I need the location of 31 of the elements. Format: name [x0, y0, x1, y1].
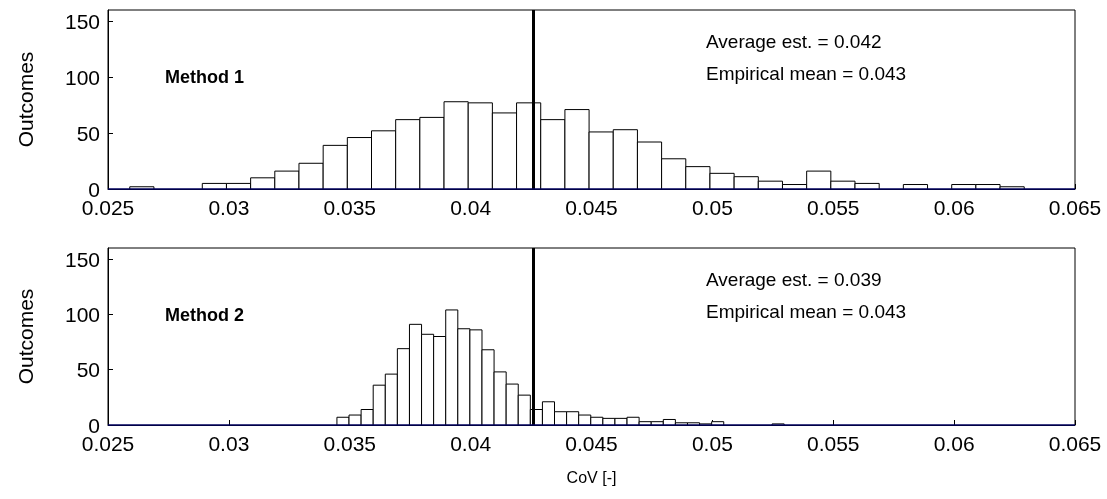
- y-tick-label: 100: [64, 65, 100, 89]
- x-tick-label: 0.05: [691, 432, 733, 455]
- x-tick-label: 0.04: [450, 432, 492, 455]
- annotation: Method 2: [165, 305, 244, 325]
- x-tick-label: 0.03: [208, 432, 250, 455]
- y-tick-label: 100: [64, 302, 100, 326]
- x-tick-label: 0.06: [933, 432, 975, 455]
- annotation: Empirical mean = 0.043: [706, 301, 907, 322]
- annotation: Empirical mean = 0.043: [706, 63, 907, 84]
- x-tick-label: 0.045: [565, 432, 618, 455]
- x-tick-label: 0.03: [208, 196, 250, 219]
- annotation: Average est. = 0.039: [706, 269, 882, 290]
- x-tick-label: 0.065: [1048, 196, 1102, 219]
- annotation: Method 1: [165, 67, 244, 87]
- x-tick-label: 0.055: [806, 432, 860, 455]
- y-tick-label: 150: [64, 247, 100, 271]
- x-tick-label: 0.04: [450, 196, 492, 219]
- x-tick-label: 0.035: [323, 432, 377, 455]
- x-tick-label: 0.06: [933, 196, 975, 219]
- x-tick-label: 0.05: [691, 196, 733, 219]
- y-tick-label: 50: [76, 358, 100, 382]
- x-tick-label: 0.065: [1048, 432, 1102, 455]
- x-tick-label: 0.055: [806, 196, 860, 219]
- y-tick-label: 150: [64, 9, 100, 33]
- y-tick-label: 50: [76, 121, 100, 145]
- y-axis-title: Outcomes: [14, 288, 37, 385]
- x-axis-title: CoV [-]: [566, 468, 617, 486]
- x-tick-label: 0.035: [323, 196, 377, 219]
- y-axis-title: Outcomes: [14, 51, 37, 148]
- x-tick-label: 0.045: [565, 196, 618, 219]
- annotation: Average est. = 0.042: [706, 31, 882, 52]
